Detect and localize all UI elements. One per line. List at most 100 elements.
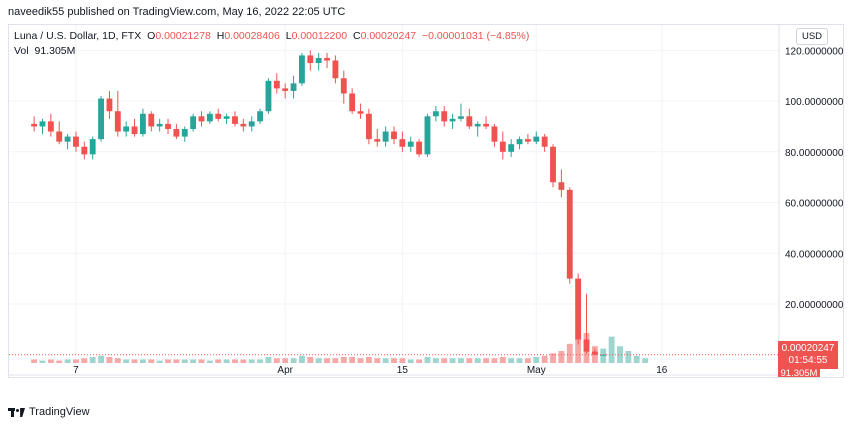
volume-bar: [499, 357, 506, 363]
volume-bar: [248, 359, 255, 363]
candle-body: [64, 136, 71, 142]
open-value: 0.00021278: [155, 30, 211, 42]
volume-bar: [98, 355, 104, 363]
candle-body: [123, 126, 130, 132]
candle-body: [273, 80, 280, 89]
volume-bar: [508, 358, 515, 363]
volume-bar: [31, 359, 38, 363]
high-value: 0.00028406: [224, 30, 280, 42]
candle-body: [248, 121, 255, 127]
volume-bar: [349, 357, 356, 363]
candle-body: [299, 55, 305, 84]
candle-body: [139, 113, 146, 135]
candle-body: [31, 123, 38, 127]
candle-body: [223, 116, 230, 119]
volume-bar: [81, 358, 88, 363]
volume-bar: [449, 358, 456, 363]
candlestick-chart[interactable]: 20.00000000 40.00000000 60.00000000 80.0000…: [9, 25, 843, 377]
candle-body: [156, 123, 163, 127]
candle-body: [349, 93, 356, 112]
publisher-line: naveedik55 published on TradingView.com,…: [8, 6, 346, 18]
candle-body: [340, 78, 347, 94]
volume-bar: [139, 359, 146, 363]
last-price-tag: 0.00020247 01:54:55: [778, 341, 838, 369]
change-value: −0.00001031 (−4.85%): [421, 30, 530, 42]
bar-countdown: 01:54:55: [788, 355, 828, 366]
volume-bar: [340, 357, 347, 363]
candle-body: [106, 98, 113, 112]
volume-bar: [215, 359, 222, 363]
volume-bar: [642, 358, 649, 363]
volume-legend: Vol 91.305M: [14, 45, 75, 57]
candle-body: [575, 278, 582, 340]
volume-bar: [39, 360, 46, 363]
volume-bar: [206, 360, 213, 363]
volume-bar: [106, 357, 113, 363]
candle-body: [391, 131, 397, 140]
candle-body: [47, 121, 54, 132]
candle-body: [98, 98, 104, 140]
volume-bar: [181, 359, 188, 363]
y-tick-label: 20.00000000: [785, 300, 843, 311]
candle-body: [533, 136, 540, 142]
candle-body: [165, 123, 171, 129]
volume-bar: [558, 351, 565, 363]
candle-body: [516, 139, 523, 145]
candle-body: [491, 126, 498, 142]
candle-body: [198, 116, 205, 122]
volume-bar: [123, 359, 130, 363]
y-tick-label: 80.00000000: [785, 148, 843, 159]
x-tick-label: May: [527, 365, 546, 376]
candle-body: [324, 57, 330, 61]
volume-bar: [190, 359, 197, 363]
volume-bar: [424, 357, 431, 363]
volume-bar: [223, 359, 230, 363]
last-price-value: 0.00020247: [781, 343, 835, 354]
volume-bar: [290, 358, 297, 363]
candle-body: [181, 128, 188, 137]
volume-bar: [441, 358, 448, 363]
candle-body: [399, 139, 406, 147]
candle-body: [114, 111, 121, 132]
low-label: L: [285, 30, 292, 42]
volume-bar: [458, 358, 464, 363]
candle-body: [232, 116, 238, 124]
volume-bar: [198, 359, 205, 363]
volume-value: 91.305M: [34, 45, 76, 57]
candle-body: [265, 80, 272, 112]
close-value: 0.00020247: [360, 30, 417, 42]
candle-body: [215, 113, 222, 119]
volume-bar: [407, 359, 414, 363]
candle-body: [81, 146, 88, 155]
candle-body: [315, 57, 322, 64]
candle-body: [39, 121, 46, 127]
candle-body: [474, 123, 481, 127]
currency-button[interactable]: USD: [796, 28, 828, 45]
candle-body: [282, 88, 289, 91]
candle-body: [566, 189, 573, 279]
candle-body: [483, 123, 489, 127]
volume-bar: [156, 360, 163, 363]
volume-bar: [524, 358, 531, 363]
chart-frame[interactable]: 20.00000000 40.00000000 60.00000000 80.0000…: [8, 24, 844, 378]
tradingview-logo-text[interactable]: TradingView: [29, 406, 90, 418]
candle-body: [307, 55, 314, 64]
volume-bar: [474, 358, 481, 363]
candle-body: [382, 131, 389, 142]
volume-bar: [566, 343, 573, 363]
candle-body: [190, 116, 197, 129]
volume-bar: [633, 355, 640, 363]
candle-body: [499, 141, 506, 152]
volume-bar: [324, 358, 330, 363]
symbol-name[interactable]: Luna / U.S. Dollar, 1D, FTX: [14, 30, 142, 42]
x-tick-label: 7: [73, 365, 79, 376]
candle-body: [206, 113, 213, 122]
candle-body: [583, 339, 590, 352]
volume-bar: [382, 358, 389, 363]
low-value: 0.00012200: [291, 30, 348, 42]
volume-bar: [617, 346, 623, 363]
volume-bar: [516, 358, 523, 363]
volume-bar: [391, 358, 397, 363]
symbol-legend: Luna / U.S. Dollar, 1D, FTX O0.00021278 …: [14, 30, 529, 43]
candle-body: [89, 139, 96, 155]
